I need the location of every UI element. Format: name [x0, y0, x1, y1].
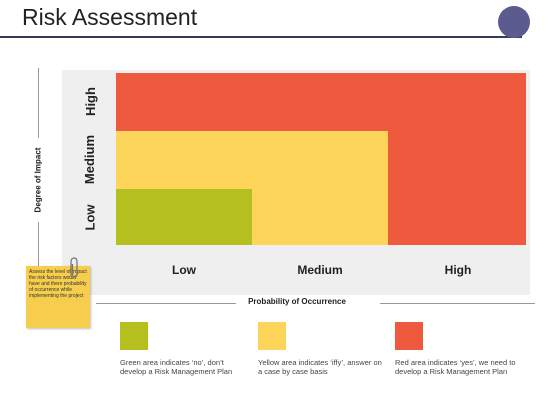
matrix-cell-low-high — [388, 189, 526, 245]
paperclip-icon — [70, 257, 78, 278]
legend-swatch-green — [120, 322, 148, 350]
legend-swatch-red — [395, 322, 423, 350]
y-axis-line-top — [38, 68, 39, 138]
title-underline — [0, 36, 522, 38]
x-axis-line-right — [380, 303, 535, 304]
decorative-circle — [498, 6, 530, 38]
column-label-high: High — [444, 263, 472, 277]
row-label-high: High — [82, 86, 98, 116]
y-axis-label: Degree of Impact — [33, 147, 43, 213]
row-label-low: Low — [82, 204, 98, 230]
matrix-cell-low-medium — [252, 189, 388, 245]
legend-text-green: Green area indicates ‘no’, don’t develop… — [120, 358, 233, 376]
matrix-cell-medium-medium — [252, 131, 388, 189]
sticky-note: Assess the level of impact the risk fact… — [26, 266, 90, 328]
matrix-cell-medium-high — [388, 131, 526, 189]
legend-text-yellow: Yellow area indicates ‘iffy’, answer on … — [258, 358, 382, 376]
matrix-cell-low-low — [116, 189, 252, 245]
x-axis-line-left — [96, 303, 236, 304]
column-label-low: Low — [172, 263, 196, 277]
legend-swatch-yellow — [258, 322, 286, 350]
matrix-cell-high-high — [388, 73, 526, 131]
y-axis-line-bottom — [38, 222, 39, 270]
matrix-cell-medium-low — [116, 131, 252, 189]
page-title: Risk Assessment — [22, 4, 198, 30]
x-axis-label: Probability of Occurrence — [248, 297, 346, 306]
legend-text-red: Red area indicates ‘yes’, we need to dev… — [395, 358, 516, 376]
matrix-cell-high-low — [116, 73, 252, 131]
matrix-cell-high-medium — [252, 73, 388, 131]
column-label-medium: Medium — [297, 263, 343, 277]
row-label-medium: Medium — [82, 134, 98, 184]
